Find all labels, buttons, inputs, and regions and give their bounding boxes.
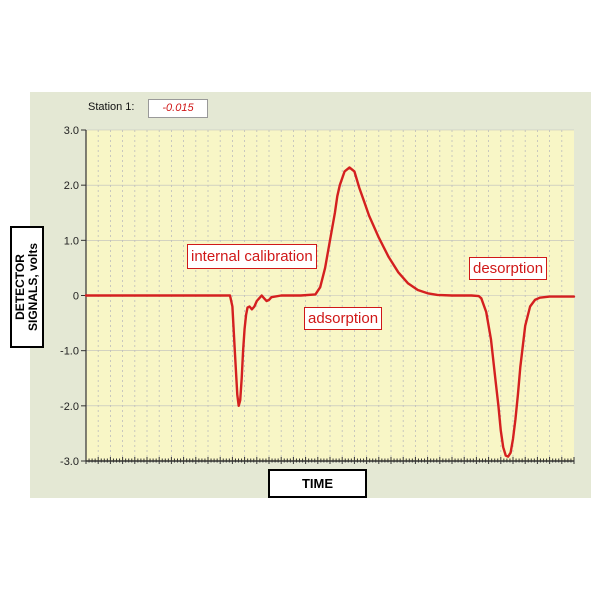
y-tick-label: -1.0 [60, 346, 79, 358]
y-tick-label: 3.0 [64, 125, 79, 137]
series-line-0 [84, 166, 576, 458]
y-tick-label: -2.0 [60, 401, 79, 413]
annotation-adsorption: adsorption [304, 307, 383, 330]
y-tick-label: -3.0 [60, 456, 79, 468]
station-value-field: -0.015 [148, 99, 208, 118]
station-label: Station 1: [88, 101, 135, 113]
x-axis-label: TIME [268, 469, 367, 498]
y-axis-label: DETECTOR SIGNALS, volts [13, 243, 40, 332]
y-axis-label-box: DETECTOR SIGNALS, volts [10, 226, 44, 348]
annotation-desorption: desorption [469, 257, 548, 280]
y-tick-label: 1.0 [64, 235, 79, 247]
annotation-internal-calibration: internal calibration [187, 244, 317, 269]
y-tick-label: 2.0 [64, 180, 79, 192]
y-tick-label: 0 [73, 291, 79, 303]
